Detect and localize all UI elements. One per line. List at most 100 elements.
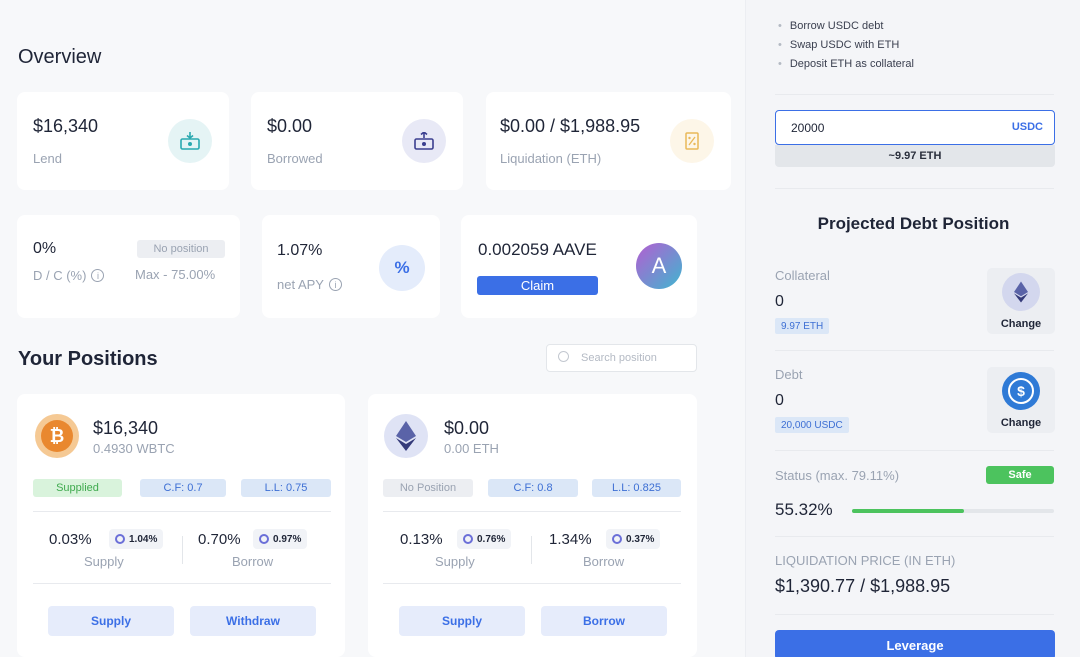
status-progress-track [852,509,1054,513]
borrow-reward: 0.37% [626,533,655,545]
projected-title: Projected Debt Position [817,214,1010,233]
status-progress-fill [852,509,964,513]
positions-title: Your Positions [18,348,158,370]
borrow-rate: 1.34% [549,531,592,548]
ethereum-icon [1002,273,1040,311]
percent-document-icon [670,119,714,163]
borrowed-label: Borrowed [267,151,323,166]
liquidation-card: $0.00 / $1,988.95 Liquidation (ETH) [486,92,731,190]
debt-label: Debt [775,367,803,382]
strategy-steps: • Borrow USDC debt • Swap USDC with ETH • D… [778,17,914,74]
supply-button[interactable]: Supply [399,606,525,636]
dc-value: 0% [33,240,57,257]
liquidation-value: $0.00 / $1,988.95 [500,116,641,136]
dc-label: D / C (%) [33,268,87,283]
ethereum-icon [384,414,428,458]
divider [775,94,1054,95]
ll-badge: L.L: 0.75 [241,479,331,497]
aave-reward-icon [463,534,473,544]
liq-price-value: $1,390.77 / $1,988.95 [775,576,951,596]
search-box[interactable]: Search position [546,344,697,372]
status-value: 55.32% [775,500,833,519]
liquidation-label: Liquidation (ETH) [500,151,602,166]
amount-unit: USDC [1011,121,1043,133]
divider [775,614,1054,615]
position-card-eth: $0.00 0.00 ETH No Position C.F: 0.8 L.L:… [368,394,697,657]
supply-label: Supply [435,554,475,569]
status-badge: Supplied [33,479,122,497]
search-icon [558,351,569,362]
amount-value: 20000 [791,121,825,135]
collateral-tag: 9.97 ETH [775,318,830,334]
liq-price-label: LIQUIDATION PRICE (IN ETH) [775,553,956,568]
bitcoin-icon: ₿ [35,414,79,458]
change-collateral-button[interactable]: Change [987,268,1055,334]
claim-button[interactable]: Claim [477,276,598,295]
supply-reward: 0.76% [477,533,506,545]
supply-reward-chip: 1.04% [109,529,164,549]
collateral-label: Collateral [775,268,830,283]
supply-rate: 0.03% [49,531,92,548]
step-item: • Borrow USDC debt [778,20,884,32]
aave-logo-icon: A [636,243,682,289]
divider [33,583,331,584]
borrow-button[interactable]: Borrow [541,606,667,636]
search-input[interactable]: Search position [581,352,657,364]
divider [531,536,532,564]
borrowed-value: $0.00 [267,116,313,136]
step-item: • Deposit ETH as collateral [778,58,914,70]
info-icon[interactable]: i [328,278,342,291]
leverage-button[interactable]: Leverage [775,630,1055,657]
supply-reward-chip: 0.76% [457,529,512,549]
divider [775,188,1054,189]
apy-value: 1.07% [277,242,323,259]
borrow-rate: 0.70% [198,531,241,548]
borrow-reward: 0.97% [273,533,302,545]
aave-reward-icon [259,534,269,544]
amount-input[interactable]: 20000 USDC [775,110,1055,145]
supply-label: Supply [84,554,124,569]
divider [33,511,331,512]
borrow-label: Borrow [232,554,274,569]
withdraw-button[interactable]: Withdraw [190,606,316,636]
divider [182,536,183,564]
change-label: Change [1000,318,1042,330]
withdraw-money-icon [402,119,446,163]
debt-value: 0 [775,392,784,409]
aave-reward-icon [612,534,622,544]
status-label: Status (max. 79.11%) [775,468,900,483]
aave-value: 0.002059 AAVE [478,240,597,259]
usdc-icon: $ [1002,372,1040,410]
percent-icon: % [379,245,425,291]
leverage-sidebar: • Borrow USDC debt • Swap USDC with ETH • D… [745,0,1080,657]
change-debt-button[interactable]: $ Change [987,367,1055,433]
change-label: Change [1000,417,1042,429]
position-amount: $0.00 [444,418,490,438]
apy-card: 1.07% net APY i % [262,215,440,318]
apy-label: net APY [277,277,324,292]
supply-button[interactable]: Supply [48,606,174,636]
position-sub: 0.4930 WBTC [93,441,175,456]
main-panel: Overview $16,340 Lend $0.00 Borrowed $0.… [17,46,731,657]
conversion-display: ~9.97 ETH [775,145,1055,167]
divider [775,450,1054,451]
cf-badge: C.F: 0.7 [140,479,226,497]
status-badge: No Position [383,479,473,497]
position-amount: $16,340 [93,418,159,438]
position-sub: 0.00 ETH [444,441,499,456]
lend-label: Lend [33,151,62,166]
divider [383,511,681,512]
supply-reward: 1.04% [129,533,158,545]
aave-reward-icon [115,534,125,544]
debt-tag: 20,000 USDC [775,417,849,433]
info-icon[interactable]: i [91,269,105,282]
position-card-wbtc: ₿ $16,340 0.4930 WBTC Supplied C.F: 0.7 … [17,394,345,657]
ll-badge: L.L: 0.825 [592,479,681,497]
deposit-money-icon [168,119,212,163]
supply-rate: 0.13% [400,531,443,548]
borrowed-card: $0.00 Borrowed [251,92,463,190]
lend-card: $16,340 Lend [17,92,229,190]
overview-title: Overview [18,46,102,68]
borrow-reward-chip: 0.97% [253,529,308,549]
step-item: • Swap USDC with ETH [778,39,900,51]
